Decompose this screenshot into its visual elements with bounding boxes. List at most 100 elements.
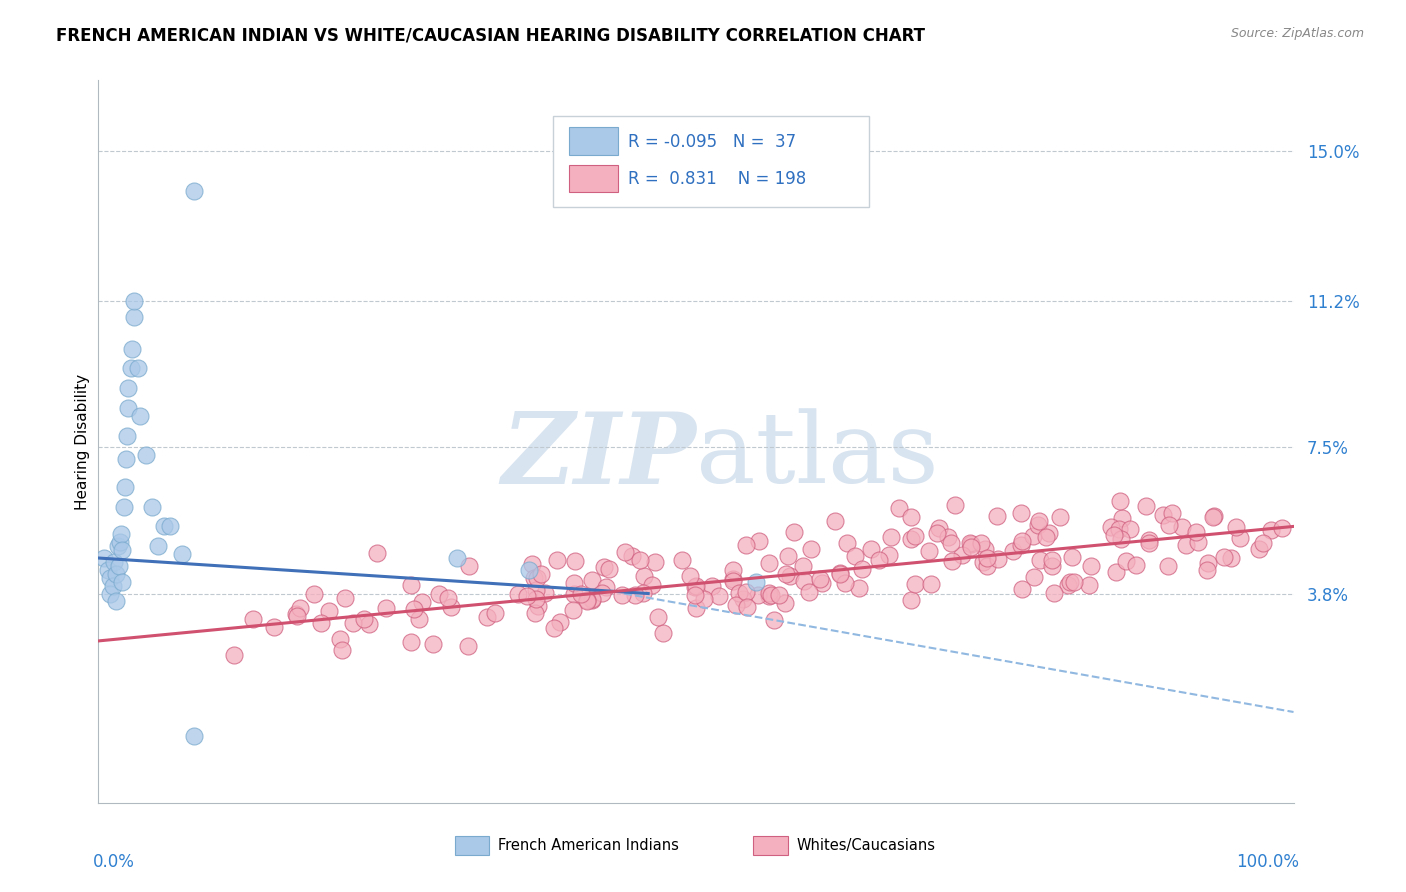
Point: [1011, 534, 1033, 549]
Point: [1137, 535, 1160, 549]
Point: [329, 632, 352, 646]
Point: [183, 729, 205, 743]
Point: [828, 566, 851, 581]
Point: [172, 547, 194, 561]
Point: [591, 586, 613, 600]
Point: [1059, 575, 1081, 590]
Point: [105, 594, 128, 608]
Point: [621, 549, 644, 564]
Point: [652, 626, 675, 640]
Text: FRENCH AMERICAN INDIAN VS WHITE/CAUCASIAN HEARING DISABILITY CORRELATION CHART: FRENCH AMERICAN INDIAN VS WHITE/CAUCASIA…: [56, 27, 925, 45]
Point: [534, 585, 557, 599]
FancyBboxPatch shape: [553, 117, 869, 207]
Point: [783, 525, 806, 540]
Point: [987, 551, 1010, 566]
Point: [1137, 533, 1160, 547]
Point: [1104, 528, 1126, 542]
FancyBboxPatch shape: [569, 165, 619, 193]
Point: [285, 607, 308, 622]
Point: [548, 615, 571, 629]
Point: [810, 576, 832, 591]
Point: [835, 535, 858, 549]
Point: [475, 610, 498, 624]
Point: [1043, 585, 1066, 599]
Point: [1152, 508, 1174, 522]
Point: [302, 587, 325, 601]
Point: [943, 498, 966, 512]
Point: [1202, 509, 1225, 524]
Point: [721, 572, 744, 586]
Point: [1049, 509, 1071, 524]
Point: [522, 571, 544, 585]
Point: [1105, 565, 1128, 579]
Point: [1111, 511, 1133, 525]
Point: [576, 593, 599, 607]
Point: [685, 600, 707, 615]
Point: [1109, 493, 1132, 508]
Point: [734, 585, 756, 599]
Point: [775, 596, 797, 610]
Point: [110, 527, 132, 541]
Point: [702, 579, 724, 593]
Point: [1197, 563, 1219, 577]
Point: [707, 589, 730, 603]
Point: [735, 538, 758, 552]
Point: [484, 606, 506, 620]
Point: [927, 526, 949, 541]
Point: [918, 544, 941, 558]
Point: [108, 535, 131, 549]
Point: [859, 541, 882, 556]
Point: [800, 542, 823, 557]
Point: [402, 602, 425, 616]
Point: [516, 589, 538, 603]
Text: Source: ZipAtlas.com: Source: ZipAtlas.com: [1230, 27, 1364, 40]
Point: [546, 553, 568, 567]
Point: [1057, 577, 1080, 591]
Point: [1022, 570, 1045, 584]
Point: [1063, 574, 1085, 589]
Point: [1225, 519, 1247, 533]
Point: [581, 592, 603, 607]
Point: [976, 559, 998, 574]
Point: [851, 562, 873, 576]
Point: [647, 610, 669, 624]
Point: [683, 588, 706, 602]
Point: [571, 587, 593, 601]
Point: [986, 508, 1008, 523]
Point: [1213, 550, 1236, 565]
Point: [1197, 556, 1219, 570]
Point: [422, 637, 444, 651]
Point: [263, 620, 285, 634]
Point: [141, 500, 163, 514]
Point: [517, 563, 540, 577]
Point: [745, 574, 768, 589]
Point: [124, 310, 146, 325]
Point: [222, 648, 245, 663]
Point: [183, 184, 205, 198]
Point: [728, 586, 751, 600]
Point: [562, 575, 585, 590]
Point: [153, 519, 176, 533]
Point: [581, 592, 603, 607]
Point: [776, 549, 799, 564]
Point: [747, 533, 769, 548]
Point: [1119, 522, 1142, 536]
Point: [575, 593, 598, 607]
Point: [342, 615, 364, 630]
Y-axis label: Hearing Disability: Hearing Disability: [75, 374, 90, 509]
Point: [1175, 538, 1198, 552]
Point: [107, 539, 129, 553]
Point: [792, 559, 814, 574]
Point: [1271, 520, 1294, 534]
Point: [526, 571, 548, 585]
Point: [1160, 506, 1182, 520]
Point: [824, 514, 846, 528]
Point: [458, 559, 481, 574]
Text: 100.0%: 100.0%: [1236, 854, 1299, 871]
Point: [105, 566, 128, 581]
Point: [159, 519, 181, 533]
Point: [1029, 553, 1052, 567]
Point: [408, 612, 430, 626]
Point: [623, 588, 645, 602]
Point: [1040, 559, 1063, 574]
